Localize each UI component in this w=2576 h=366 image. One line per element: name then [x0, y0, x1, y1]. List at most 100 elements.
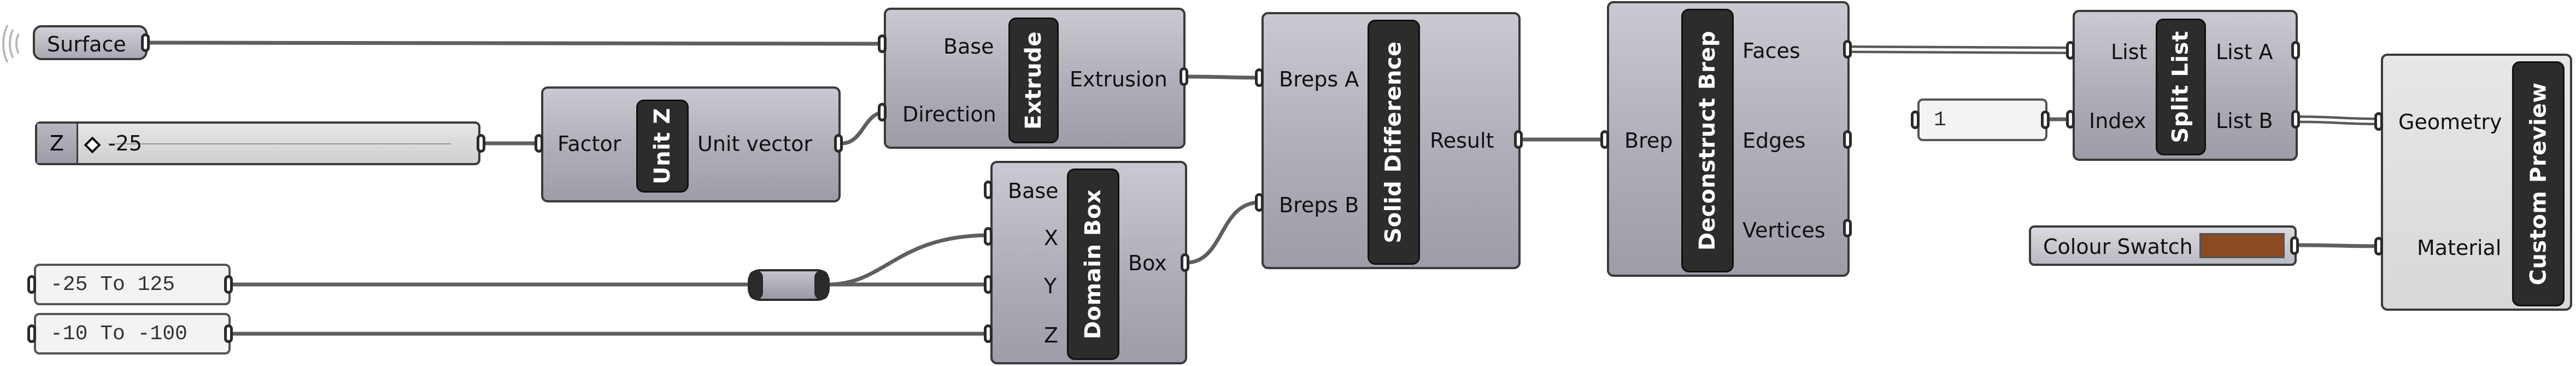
deconstruct-brep-vertices-grip[interactable]	[1843, 219, 1852, 237]
unit-z-component[interactable]: Factor Unit Z Unit vector	[541, 86, 841, 202]
domain-box-input-x: X	[1044, 226, 1059, 250]
slider-value-readout: -25	[84, 131, 143, 155]
deconstruct-brep-input-brep: Brep	[1624, 129, 1673, 153]
solid-difference-input-breps-a: Breps A	[1279, 67, 1359, 91]
solid-difference-title: Solid Difference	[1381, 41, 1407, 243]
custom-preview-geometry-grip[interactable]	[2374, 112, 2383, 131]
slider-name: Z	[37, 124, 78, 163]
index-panel[interactable]: 1	[1917, 98, 2047, 141]
extrude-input-base: Base	[943, 34, 994, 59]
unit-z-title-block: Unit Z	[636, 100, 689, 193]
solid-difference-input-breps-b: Breps B	[1279, 193, 1359, 217]
split-list-index-grip[interactable]	[2066, 110, 2075, 129]
custom-preview-title: Custom Preview	[2526, 82, 2551, 286]
colour-swatch[interactable]: Colour Swatch	[2029, 225, 2297, 266]
deconstruct-brep-output-vertices: Vertices	[1742, 218, 1826, 242]
unit-z-input-factor: Factor	[558, 132, 621, 156]
deconstruct-brep-component[interactable]: Brep Deconstruct Brep Faces Edges Vertic…	[1607, 1, 1850, 277]
split-list-title: Split List	[2168, 31, 2194, 143]
solid-difference-output-grip[interactable]	[1514, 130, 1523, 149]
split-list-input-list: List	[2111, 40, 2147, 64]
wire-box-to-brepsb	[1184, 200, 1262, 265]
unit-z-output-grip[interactable]	[834, 134, 843, 153]
domain-box-input-y: Y	[1044, 274, 1057, 298]
split-list-input-index: Index	[2089, 109, 2146, 133]
surface-label: Surface	[47, 32, 126, 56]
solid-difference-component[interactable]: Breps A Breps B Solid Difference Result	[1261, 12, 1521, 269]
custom-preview-input-material: Material	[2417, 236, 2502, 260]
domain-box-output-box: Box	[1128, 251, 1167, 275]
index-panel-right-grip[interactable]	[2041, 111, 2050, 129]
slider-value: -25	[108, 131, 143, 155]
colour-swatch-color[interactable]	[2199, 233, 2285, 258]
deconstruct-brep-title-block: Deconstruct Brep	[1681, 9, 1734, 272]
domain-y-panel-right-grip[interactable]	[224, 324, 233, 343]
split-list-output-list-a: List A	[2216, 40, 2273, 64]
index-panel-value: 1	[1934, 108, 1946, 132]
domain-box-z-grip[interactable]	[984, 324, 993, 343]
solid-difference-b-grip[interactable]	[1255, 193, 1264, 212]
solid-difference-title-block: Solid Difference	[1368, 20, 1420, 265]
wire-relay-to-x	[826, 233, 991, 287]
deconstruct-brep-input-grip[interactable]	[1600, 130, 1609, 149]
number-slider[interactable]: Z -25	[35, 121, 480, 165]
domain-box-title: Domain Box	[1081, 189, 1106, 340]
domain-x-panel-right-grip[interactable]	[224, 275, 233, 294]
domain-y-panel-value: -10 To -100	[50, 322, 187, 346]
slider-output-grip[interactable]	[477, 134, 485, 153]
domain-y-panel-left-grip[interactable]	[27, 324, 36, 343]
wire-swatch-to-material	[2293, 243, 2383, 248]
colour-swatch-label: Colour Swatch	[2043, 235, 2193, 259]
domain-y-panel[interactable]: -10 To -100	[34, 313, 231, 355]
deconstruct-brep-edges-grip[interactable]	[1843, 130, 1852, 149]
solid-difference-output-result: Result	[1430, 129, 1494, 153]
slider-handle-icon[interactable]	[84, 136, 101, 154]
extrude-output-grip[interactable]	[1180, 67, 1188, 86]
domain-box-base-grip[interactable]	[984, 181, 993, 199]
split-list-component[interactable]: List Index Split List List A List B	[2073, 10, 2298, 161]
extrude-output-extrusion: Extrusion	[1070, 67, 1167, 91]
custom-preview-component[interactable]: Geometry Material Custom Preview	[2381, 54, 2572, 311]
extrude-title-block: Extrude	[1008, 18, 1059, 143]
domain-box-title-block: Domain Box	[1067, 169, 1119, 360]
split-list-list-grip[interactable]	[2066, 41, 2075, 60]
unit-z-title: Unit Z	[650, 108, 675, 184]
deconstruct-brep-faces-grip[interactable]	[1843, 40, 1852, 59]
custom-preview-material-grip[interactable]	[2374, 237, 2383, 255]
domain-box-x-grip[interactable]	[984, 227, 993, 246]
extrude-component[interactable]: Base Direction Extrude Extrusion	[884, 8, 1186, 149]
relay-node[interactable]	[748, 269, 830, 301]
wire-surface-to-extrude-base	[145, 40, 888, 46]
extrude-input-direction: Direction	[902, 102, 996, 126]
surface-output-grip[interactable]	[141, 33, 150, 52]
extrude-base-grip[interactable]	[878, 34, 887, 53]
unit-z-output-unit-vector: Unit vector	[697, 132, 812, 156]
index-panel-left-grip[interactable]	[1911, 111, 1920, 129]
solid-difference-a-grip[interactable]	[1255, 68, 1264, 87]
domain-x-panel-value: -25 To 125	[50, 272, 175, 297]
domain-x-panel-left-grip[interactable]	[27, 275, 36, 294]
split-list-title-block: Split List	[2156, 19, 2206, 155]
surface-param[interactable]: Surface	[33, 25, 148, 60]
custom-preview-title-block: Custom Preview	[2512, 61, 2565, 306]
domain-box-input-z: Z	[1044, 323, 1059, 347]
colour-swatch-output-grip[interactable]	[2290, 236, 2299, 255]
split-list-list-a-grip[interactable]	[2291, 41, 2300, 60]
unit-z-input-grip[interactable]	[535, 134, 543, 153]
custom-preview-input-geometry: Geometry	[2398, 110, 2502, 134]
extrude-direction-grip[interactable]	[878, 103, 887, 121]
domain-box-component[interactable]: Base X Y Z Domain Box Box	[990, 161, 1187, 364]
wire-faces-to-list-inner	[1846, 48, 2073, 52]
slider-track[interactable]	[108, 143, 451, 144]
domain-box-output-grip[interactable]	[1181, 253, 1189, 272]
domain-box-input-base: Base	[1008, 179, 1059, 203]
deconstruct-brep-output-edges: Edges	[1742, 129, 1806, 153]
wire-extrude-to-brepsa	[1184, 74, 1262, 80]
split-list-list-b-grip[interactable]	[2291, 110, 2300, 129]
domain-x-panel[interactable]: -25 To 125	[34, 264, 231, 305]
deconstruct-brep-output-faces: Faces	[1742, 39, 1800, 63]
domain-box-y-grip[interactable]	[984, 275, 993, 294]
wire-listb-to-geometry-inner	[2297, 118, 2382, 123]
split-list-output-list-b: List B	[2216, 109, 2273, 133]
